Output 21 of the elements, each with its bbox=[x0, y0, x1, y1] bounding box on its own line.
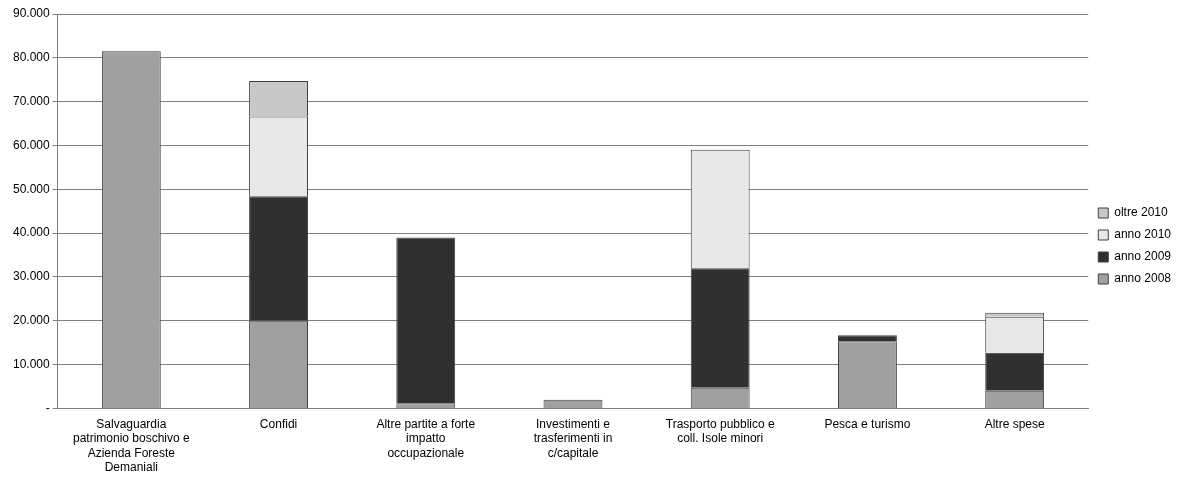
y-tick-label: 90.000 bbox=[13, 6, 51, 21]
x-tick-label: Altre spese bbox=[984, 416, 1045, 431]
y-tick-label: - bbox=[45, 400, 50, 415]
legend-label: anno 2009 bbox=[1114, 249, 1172, 264]
y-tick-label: 20.000 bbox=[13, 313, 51, 328]
y-tick-label: 10.000 bbox=[13, 356, 51, 371]
y-tick-label: 40.000 bbox=[13, 225, 51, 240]
y-tick-label: 50.000 bbox=[13, 181, 51, 196]
x-tick-label: Trasporto pubblico e coll. Isole minori bbox=[665, 416, 776, 446]
x-tick-label: Pesca e turismo bbox=[824, 416, 911, 431]
x-tick-label: Confidi bbox=[259, 416, 298, 431]
y-tick-label: 70.000 bbox=[13, 93, 51, 108]
legend-label: anno 2010 bbox=[1114, 227, 1172, 242]
y-tick-label: 30.000 bbox=[13, 269, 51, 284]
x-tick-label: Altre partite a forte impatto occupazionale bbox=[376, 416, 476, 460]
x-tick-label: Investimenti e trasferimenti in c/capitale bbox=[533, 416, 613, 460]
legend-label: oltre 2010 bbox=[1114, 205, 1168, 220]
x-tick-label: Salvaguardia patrimonio boschivo e Azienda Foreste Demaniali bbox=[72, 416, 190, 475]
y-tick-label: 60.000 bbox=[13, 137, 51, 152]
y-tick-label: 80.000 bbox=[13, 50, 51, 65]
legend-label: anno 2008 bbox=[1114, 271, 1172, 286]
